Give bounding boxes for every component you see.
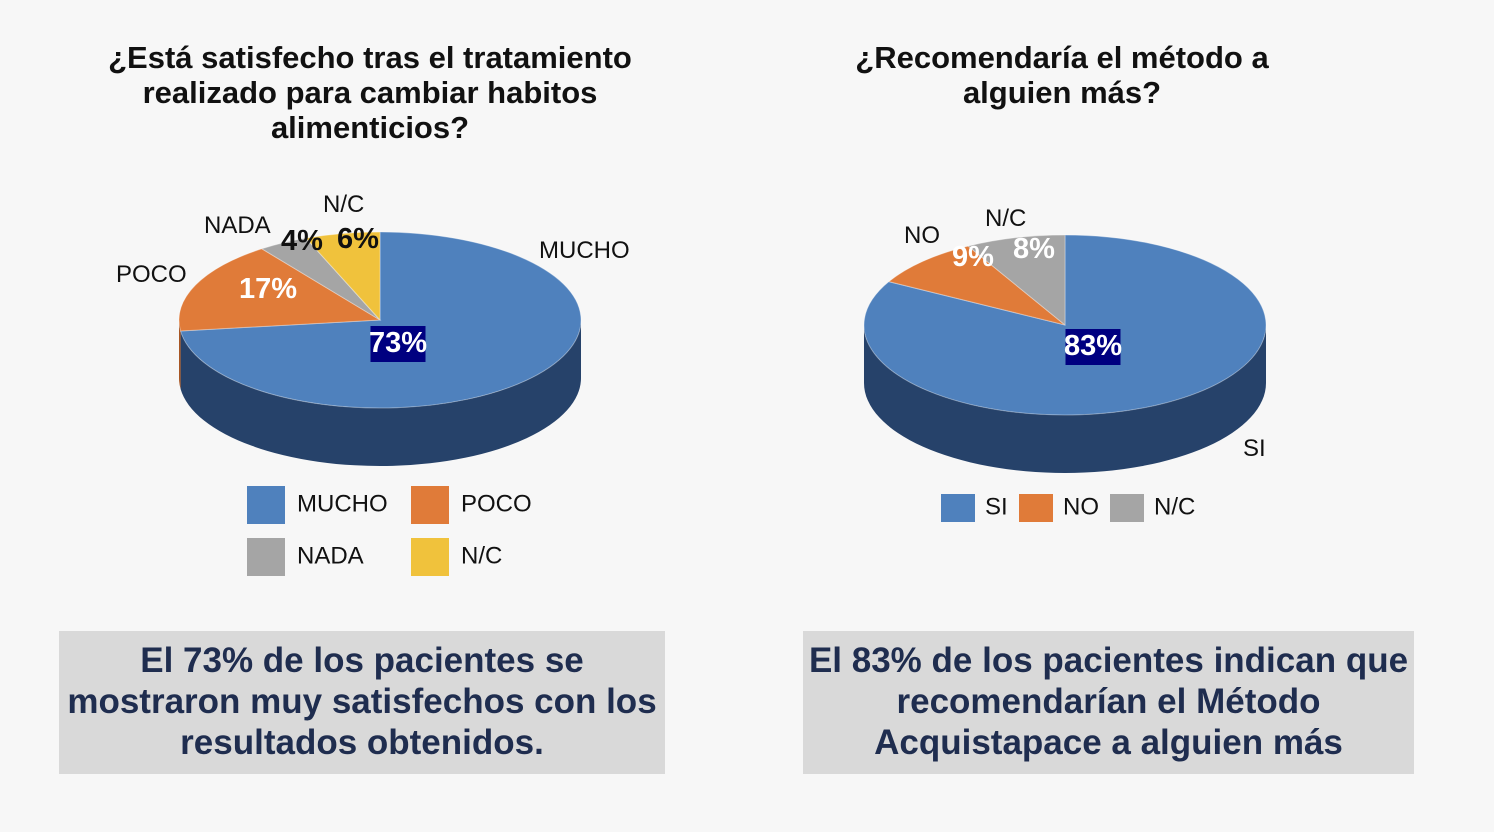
slice-value-label: 17% [239, 273, 297, 305]
legend-label-poco: POCO [461, 490, 532, 517]
slice-value-label: 4% [281, 225, 323, 257]
slice-category-label: MUCHO [539, 237, 630, 264]
slice-value-label: 9% [952, 241, 994, 273]
legend-label-no: NO [1063, 493, 1099, 520]
slice-value-label: 83% [1064, 330, 1122, 362]
legend-label-si: SI [985, 493, 1008, 520]
pie-slice-si [863, 234, 1267, 416]
legend-swatch-si [941, 494, 975, 522]
pie-slice-n-c [967, 234, 1066, 327]
slice-category-label: N/C [323, 191, 364, 218]
value-label-background [1065, 329, 1121, 365]
chart-title: ¿Está satisfecho tras el tratamiento rea… [108, 40, 632, 145]
pie-slice-poco [178, 248, 382, 332]
slice-value-label: 8% [1013, 233, 1055, 265]
slice-value-label: 73% [369, 327, 427, 359]
legend-swatch-mucho [247, 486, 285, 524]
pie-side-si [864, 325, 1266, 473]
pie-side-poco [179, 320, 181, 390]
pie-slice-mucho [179, 231, 582, 409]
value-label-background [370, 326, 426, 362]
slice-value-label: 6% [337, 223, 379, 255]
slice-category-label: NADA [204, 212, 271, 239]
legend-label-mucho: MUCHO [297, 490, 388, 517]
pie-side-mucho [180, 320, 581, 467]
legend-swatch-no [1019, 494, 1053, 522]
legend-swatch-n-c [411, 538, 449, 576]
legend-swatch-poco [411, 486, 449, 524]
chart-panel-recommendation: ¿Recomendaría el método a alguien más? S… [747, 0, 1494, 832]
pie-slice-n-c [305, 231, 381, 322]
chart-title: ¿Recomendaría el método a alguien más? [855, 40, 1269, 110]
legend-swatch-nada [247, 538, 285, 576]
summary-box: El 73% de los pacientes se mostraron muy… [59, 631, 665, 774]
legend-label-n-c: N/C [461, 542, 502, 569]
slice-category-label: POCO [116, 261, 187, 288]
pie-slice-nada [260, 237, 381, 321]
legend-label-nada: NADA [297, 542, 364, 569]
slice-category-label: N/C [985, 205, 1026, 232]
slice-category-label: SI [1243, 435, 1266, 462]
slice-category-label: NO [904, 222, 940, 249]
pie-slice-no [887, 245, 1066, 326]
legend-label-n-c: N/C [1154, 493, 1195, 520]
summary-box: El 83% de los pacientes indican que reco… [803, 631, 1414, 774]
legend-swatch-n-c [1110, 494, 1144, 522]
chart-panel-satisfaction: ¿Está satisfecho tras el tratamiento rea… [59, 40, 665, 774]
